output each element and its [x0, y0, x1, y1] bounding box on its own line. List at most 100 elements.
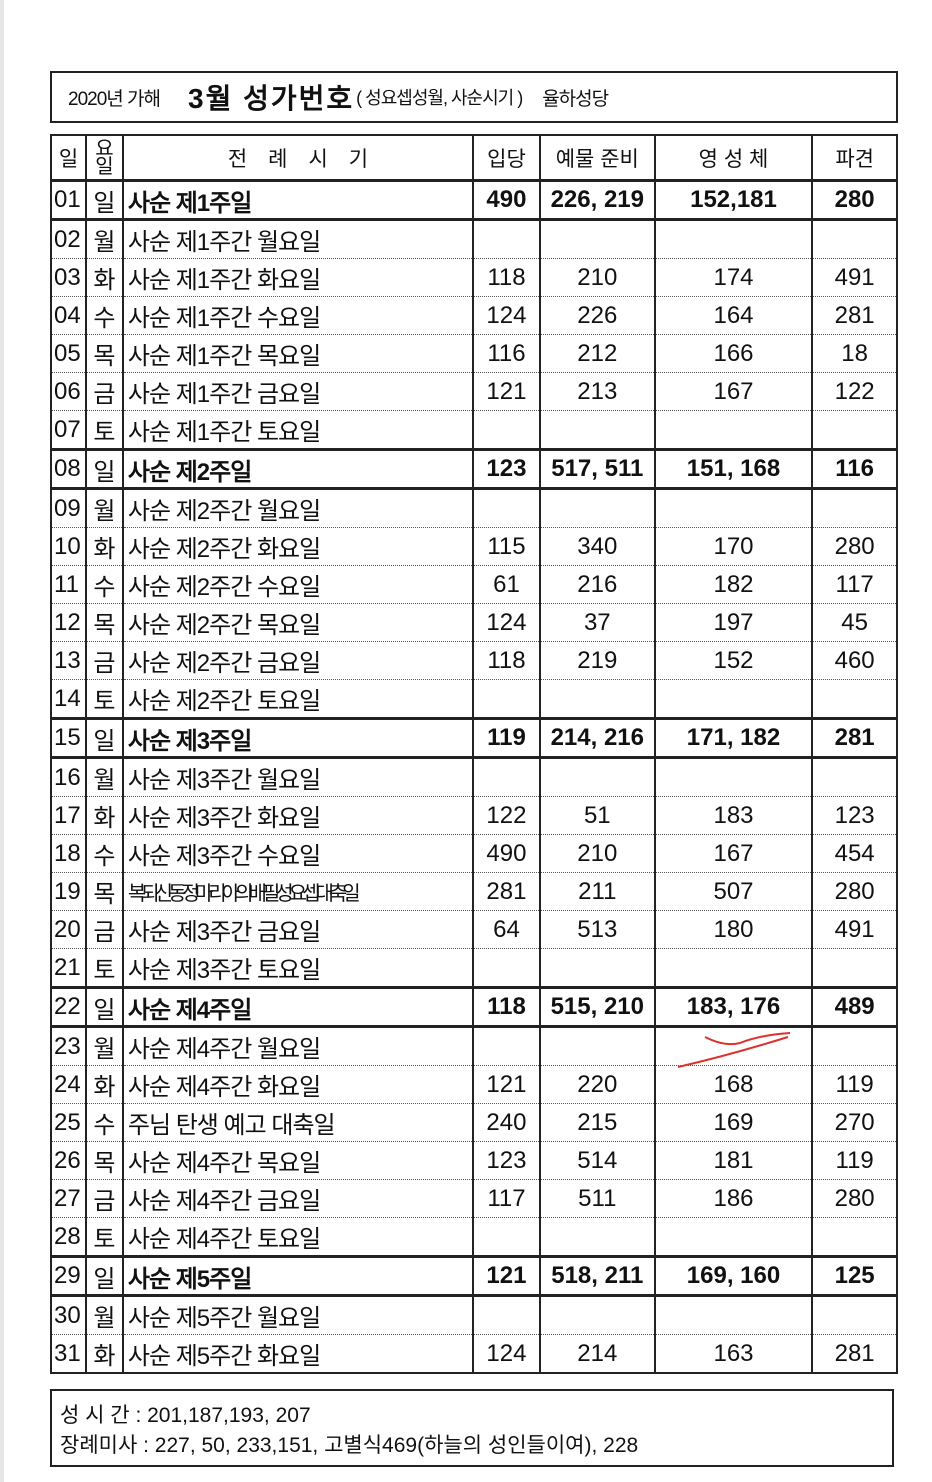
table-row: 23 월 사순 제4주간 월요일 [50, 1026, 898, 1066]
day-cell: 23 [50, 1026, 87, 1066]
communion-cell: 170 [653, 527, 814, 566]
table-row: 18 수 사순 제3주간 수요일 490 210 167 454 [50, 834, 898, 873]
communion-cell [653, 679, 814, 719]
weekday-cell: 일 [84, 179, 124, 221]
entrance-cell: 116 [472, 334, 541, 373]
header-liturgy: 전 례 시 기 [121, 134, 475, 182]
table-row: 05 목 사순 제1주간 목요일 116 212 166 18 [50, 334, 898, 373]
table-row: 12 목 사순 제2주간 목요일 124 37 197 45 [50, 603, 898, 642]
communion-cell: 182 [653, 565, 814, 604]
table-row: 17 화 사순 제3주간 화요일 122 51 183 123 [50, 796, 898, 835]
liturgy-cell: 복되신동정마리아의배필성요셉대축일 [121, 872, 475, 911]
offertory-cell: 220 [538, 1065, 656, 1104]
entrance-cell: 121 [472, 1065, 541, 1104]
communion-cell [653, 488, 814, 528]
liturgy-text: 복되신동정마리아의배필성요셉대축일 [127, 882, 361, 905]
entrance-cell [472, 488, 541, 528]
table-row: 02 월 사순 제1주간 월요일 [50, 219, 898, 259]
communion-cell: 186 [653, 1179, 814, 1218]
header-entrance: 입당 [472, 134, 541, 182]
communion-cell: 183 [653, 796, 814, 835]
liturgy-cell: 사순 제3주간 화요일 [121, 796, 475, 835]
offertory-cell: 213 [538, 372, 656, 411]
recessional-cell: 270 [811, 1103, 898, 1142]
table-row: 10 화 사순 제2주간 화요일 115 340 170 280 [50, 527, 898, 566]
entrance-cell: 240 [472, 1103, 541, 1142]
weekday-cell: 월 [84, 1295, 124, 1335]
weekday-cell: 토 [84, 1217, 124, 1257]
table-row: 24 화 사순 제4주간 화요일 121 220 168 119 [50, 1065, 898, 1104]
day-cell: 05 [50, 334, 87, 373]
table-row: 15 일 사순 제3주일 119 214, 216 171, 182 281 [50, 717, 898, 759]
header-weekday: 요일 [84, 134, 124, 182]
offertory-cell: 215 [538, 1103, 656, 1142]
entrance-cell: 124 [472, 603, 541, 642]
day-cell: 16 [50, 757, 87, 797]
weekday-cell: 월 [84, 1026, 124, 1066]
liturgy-cell: 사순 제2주간 토요일 [121, 679, 475, 719]
weekday-cell: 월 [84, 488, 124, 528]
weekday-cell: 일 [84, 1255, 124, 1297]
recessional-cell [811, 1217, 898, 1257]
recessional-cell [811, 948, 898, 988]
day-cell: 25 [50, 1103, 87, 1142]
holy-hour-note: 성 시 간 : 201,187,193, 207 [60, 1404, 311, 1427]
table-row: 26 목 사순 제4주간 목요일 123 514 181 119 [50, 1141, 898, 1180]
offertory-cell: 515, 210 [538, 986, 656, 1028]
day-cell: 14 [50, 679, 87, 719]
weekday-cell: 목 [84, 1141, 124, 1180]
communion-cell [653, 219, 814, 259]
day-cell: 10 [50, 527, 87, 566]
liturgy-cell: 사순 제5주간 화요일 [121, 1334, 475, 1374]
liturgy-cell: 사순 제3주간 토요일 [121, 948, 475, 988]
liturgy-cell: 사순 제1주간 월요일 [121, 219, 475, 259]
liturgy-cell: 사순 제1주일 [121, 179, 475, 221]
recessional-cell: 122 [811, 372, 898, 411]
entrance-cell: 490 [472, 179, 541, 221]
day-cell: 03 [50, 258, 87, 297]
recessional-cell: 460 [811, 641, 898, 680]
recessional-cell: 119 [811, 1141, 898, 1180]
entrance-cell [472, 410, 541, 450]
weekday-cell: 토 [84, 410, 124, 450]
header-communion: 영 성 체 [653, 134, 814, 182]
communion-cell: 152 [653, 641, 814, 680]
liturgy-cell: 사순 제1주간 목요일 [121, 334, 475, 373]
day-cell: 17 [50, 796, 87, 835]
entrance-cell [472, 679, 541, 719]
recessional-cell [811, 757, 898, 797]
weekday-cell: 일 [84, 986, 124, 1028]
offertory-cell: 211 [538, 872, 656, 911]
recessional-cell: 119 [811, 1065, 898, 1104]
entrance-cell [472, 1026, 541, 1066]
offertory-cell: 226, 219 [538, 179, 656, 221]
communion-cell: 164 [653, 296, 814, 335]
recessional-cell: 489 [811, 986, 898, 1028]
table-row: 27 금 사순 제4주간 금요일 117 511 186 280 [50, 1179, 898, 1218]
liturgy-cell: 사순 제1주간 토요일 [121, 410, 475, 450]
weekday-cell: 수 [84, 565, 124, 604]
liturgy-cell: 사순 제1주간 금요일 [121, 372, 475, 411]
communion-cell [653, 1295, 814, 1335]
communion-cell: 166 [653, 334, 814, 373]
offertory-cell: 340 [538, 527, 656, 566]
recessional-cell: 491 [811, 258, 898, 297]
day-cell: 26 [50, 1141, 87, 1180]
day-cell: 01 [50, 179, 87, 221]
offertory-cell [538, 410, 656, 450]
liturgy-cell: 사순 제4주일 [121, 986, 475, 1028]
recessional-cell [811, 1295, 898, 1335]
offertory-cell [538, 679, 656, 719]
table-row: 28 토 사순 제4주간 토요일 [50, 1217, 898, 1257]
weekday-cell: 금 [84, 1179, 124, 1218]
weekday-cell: 수 [84, 296, 124, 335]
weekday-cell: 화 [84, 1334, 124, 1374]
recessional-cell: 123 [811, 796, 898, 835]
weekday-cell: 목 [84, 872, 124, 911]
day-cell: 09 [50, 488, 87, 528]
weekday-cell: 토 [84, 948, 124, 988]
communion-cell: 168 [653, 1065, 814, 1104]
title-year: 2020년 가해 [68, 88, 161, 110]
table-row: 20 금 사순 제3주간 금요일 64 513 180 491 [50, 910, 898, 949]
liturgy-cell: 사순 제3주간 수요일 [121, 834, 475, 873]
